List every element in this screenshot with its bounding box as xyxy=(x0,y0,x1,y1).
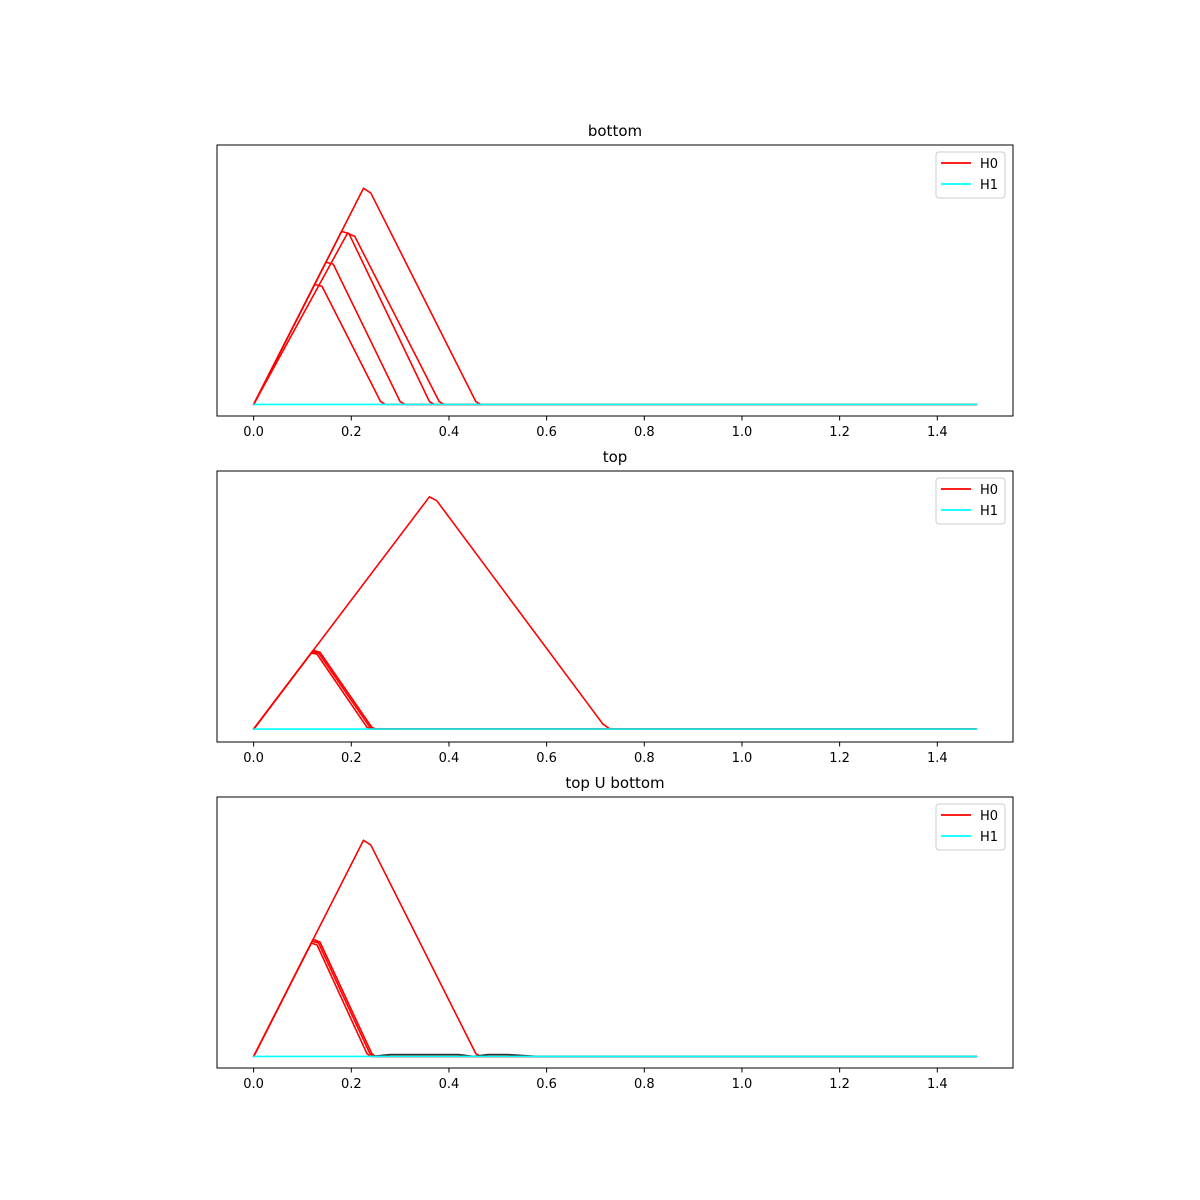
x-tick-label: 0.8 xyxy=(634,751,655,766)
x-tick-label: 0.6 xyxy=(536,751,557,766)
x-tick-label: 1.2 xyxy=(829,751,850,766)
x-tick-label: 0.8 xyxy=(634,1077,655,1092)
x-tick-label: 0.0 xyxy=(243,1077,264,1092)
panel-title: top xyxy=(603,448,628,466)
series-line-h0-2 xyxy=(252,940,978,1058)
axes-frame xyxy=(216,796,1014,1069)
legend-label-h1: H1 xyxy=(980,830,998,845)
series-line-h0-4 xyxy=(252,496,978,730)
x-tick-label: 1.0 xyxy=(732,425,753,440)
legend-label-h0: H0 xyxy=(980,809,998,824)
x-tick-label: 0.4 xyxy=(439,425,460,440)
x-tick-label: 0.6 xyxy=(536,1077,557,1092)
x-tick-label: 0.0 xyxy=(243,751,264,766)
legend-label-h1: H1 xyxy=(980,178,998,193)
x-tick-label: 0.0 xyxy=(243,425,264,440)
series-line-h0-4 xyxy=(252,232,978,406)
panel-title: top U bottom xyxy=(565,774,664,792)
series-line-h0-1 xyxy=(252,652,978,730)
x-tick-label: 1.0 xyxy=(732,1077,753,1092)
x-tick-label: 0.4 xyxy=(439,751,460,766)
x-tick-label: 0.6 xyxy=(536,425,557,440)
series-line-h0-1 xyxy=(252,942,978,1058)
series-group xyxy=(252,187,978,406)
series-line-h0-2 xyxy=(252,261,978,406)
legend-label-h0: H0 xyxy=(980,483,998,498)
series-line-h0-2 xyxy=(252,650,978,730)
x-tick-label: 1.4 xyxy=(927,425,948,440)
x-tick-label: 1.2 xyxy=(829,425,850,440)
legend-label-h1: H1 xyxy=(980,504,998,519)
series-group xyxy=(252,496,978,730)
legend-label-h0: H0 xyxy=(980,157,998,172)
x-tick-label: 1.4 xyxy=(927,1077,948,1092)
series-group xyxy=(252,839,978,1058)
series-line-h0-4 xyxy=(252,839,978,1058)
x-tick-label: 1.0 xyxy=(732,751,753,766)
x-tick-label: 0.4 xyxy=(439,1077,460,1092)
series-line-h0-3 xyxy=(252,938,978,1058)
x-tick-label: 0.2 xyxy=(341,751,362,766)
x-tick-label: 0.2 xyxy=(341,425,362,440)
series-line-h0-3 xyxy=(252,230,978,406)
series-line-h0-3 xyxy=(252,649,978,730)
axes-frame xyxy=(216,144,1014,417)
axes-frame xyxy=(216,470,1014,743)
x-tick-label: 0.2 xyxy=(341,1077,362,1092)
series-line-h0-5 xyxy=(252,187,978,406)
x-tick-label: 1.4 xyxy=(927,751,948,766)
panel-title: bottom xyxy=(588,122,642,140)
x-tick-label: 0.8 xyxy=(634,425,655,440)
x-tick-label: 1.2 xyxy=(829,1077,850,1092)
series-line-h0-1 xyxy=(252,283,978,406)
